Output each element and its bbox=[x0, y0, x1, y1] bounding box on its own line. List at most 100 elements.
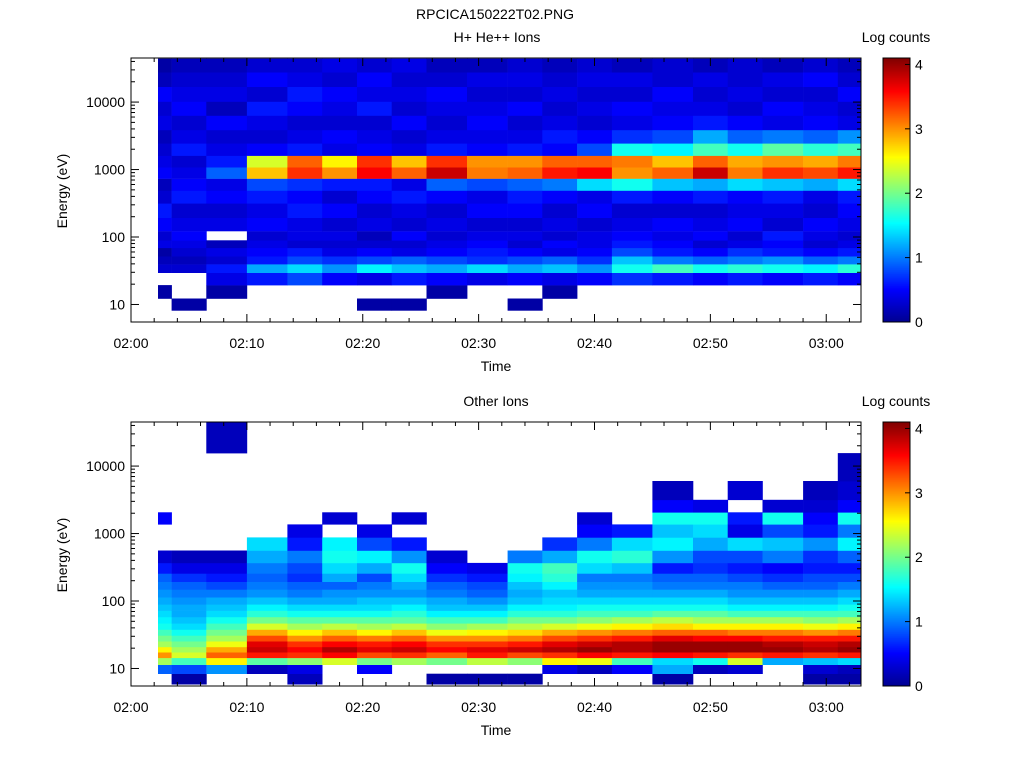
heatmap-cell bbox=[287, 629, 323, 636]
heatmap-cell bbox=[837, 453, 862, 482]
colorbar-segment bbox=[883, 198, 910, 201]
heatmap-cell bbox=[762, 115, 804, 131]
heatmap-cell bbox=[158, 256, 172, 265]
colorbar-segment bbox=[883, 164, 910, 167]
heatmap-cell bbox=[426, 581, 468, 590]
colorbar-segment bbox=[883, 436, 910, 439]
heatmap-cell bbox=[391, 562, 427, 574]
colorbar-segment bbox=[883, 500, 910, 503]
heatmap-cell bbox=[577, 629, 613, 636]
heatmap-cell bbox=[577, 623, 613, 630]
heatmap-cell bbox=[727, 512, 763, 525]
heatmap-cell bbox=[652, 597, 694, 605]
heatmap-cell bbox=[652, 190, 694, 204]
colorbar-segment bbox=[883, 488, 910, 491]
heatmap-cell bbox=[693, 550, 729, 564]
heatmap-cell bbox=[287, 217, 323, 232]
colorbar-segment bbox=[883, 494, 910, 497]
heatmap-cell bbox=[507, 272, 543, 286]
heatmap-cell bbox=[652, 629, 694, 636]
heatmap-cell bbox=[426, 58, 468, 73]
heatmap-cell bbox=[727, 641, 763, 648]
heatmap-cell bbox=[652, 537, 694, 551]
heatmap-cell bbox=[577, 264, 613, 273]
colorbar-segment bbox=[883, 220, 910, 223]
heatmap-cell bbox=[391, 635, 427, 642]
colorbar-segment bbox=[883, 440, 910, 443]
heatmap-cell bbox=[357, 604, 393, 611]
heatmap-cell bbox=[542, 115, 578, 131]
heatmap-cell bbox=[246, 589, 288, 598]
heatmap-cell bbox=[322, 115, 358, 131]
heatmap-cell bbox=[467, 240, 508, 249]
heatmap-cell bbox=[426, 101, 468, 116]
heatmap-cell bbox=[542, 264, 578, 273]
heatmap-cell bbox=[206, 264, 248, 273]
heatmap-cell bbox=[542, 635, 578, 642]
heatmap-cell bbox=[158, 623, 172, 630]
colorbar-segment bbox=[883, 102, 910, 105]
heatmap-cell bbox=[577, 652, 613, 659]
heatmap-cell bbox=[611, 217, 653, 232]
heatmap-cell bbox=[611, 256, 653, 265]
colorbar-segment bbox=[883, 618, 910, 621]
heatmap-cell bbox=[507, 610, 543, 618]
heatmap-cell bbox=[426, 167, 468, 179]
heatmap-cell bbox=[611, 573, 653, 582]
heatmap-cell bbox=[507, 129, 543, 144]
colorbar-segment bbox=[883, 470, 910, 473]
heatmap-cell bbox=[467, 589, 508, 598]
heatmap-cell bbox=[171, 129, 207, 144]
heatmap-cell bbox=[507, 155, 543, 168]
heatmap-cell bbox=[467, 86, 508, 102]
colorbar-segment bbox=[883, 630, 910, 633]
heatmap-cell bbox=[246, 623, 288, 630]
colorbar-segment bbox=[883, 472, 910, 475]
heatmap-cell bbox=[693, 597, 729, 605]
colorbar-segment bbox=[883, 138, 910, 141]
heatmap-cell bbox=[246, 247, 288, 257]
heatmap-cell bbox=[507, 550, 543, 564]
heatmap-cell bbox=[322, 623, 358, 630]
heatmap-cell bbox=[171, 58, 207, 73]
colorbar-tick-label: 1 bbox=[915, 614, 923, 630]
heatmap-cell bbox=[246, 597, 288, 605]
heatmap-cell bbox=[158, 573, 172, 582]
heatmap-cell bbox=[246, 635, 288, 642]
heatmap-cell bbox=[652, 203, 694, 218]
heatmap-cell bbox=[762, 272, 804, 286]
heatmap-cell bbox=[803, 190, 839, 204]
heatmap-cell bbox=[246, 604, 288, 611]
heatmap-cell bbox=[652, 58, 694, 73]
heatmap-cell bbox=[652, 499, 694, 513]
heatmap-cell bbox=[206, 550, 248, 564]
heatmap-cell bbox=[246, 167, 288, 179]
heatmap-cell bbox=[171, 573, 207, 582]
heatmap-cell bbox=[803, 589, 839, 598]
colorbar-segment bbox=[883, 478, 910, 481]
heatmap-cell bbox=[803, 573, 839, 582]
heatmap-cell bbox=[507, 247, 543, 257]
colorbar-segment bbox=[883, 274, 910, 277]
heatmap-cell bbox=[467, 610, 508, 618]
heatmap-cell bbox=[206, 597, 248, 605]
heatmap-cell bbox=[246, 562, 288, 574]
heatmap-cell bbox=[762, 629, 804, 636]
colorbar-segment bbox=[883, 162, 910, 165]
heatmap-cell bbox=[652, 264, 694, 273]
heatmap-cell bbox=[206, 72, 248, 87]
heatmap-cell bbox=[611, 240, 653, 249]
colorbar-segment bbox=[883, 216, 910, 219]
heatmap-cell bbox=[322, 72, 358, 87]
heatmap-cell bbox=[287, 190, 323, 204]
heatmap-cell bbox=[391, 512, 427, 525]
heatmap-cell bbox=[542, 652, 578, 659]
heatmap-cell bbox=[426, 610, 468, 618]
heatmap-cell bbox=[803, 604, 839, 611]
heatmap-cell bbox=[322, 101, 358, 116]
heatmap-cell bbox=[391, 178, 427, 191]
heatmap-cell bbox=[322, 231, 358, 241]
colorbar-segment bbox=[883, 190, 910, 193]
heatmap-cell bbox=[391, 573, 427, 582]
heatmap-cell bbox=[206, 641, 248, 648]
